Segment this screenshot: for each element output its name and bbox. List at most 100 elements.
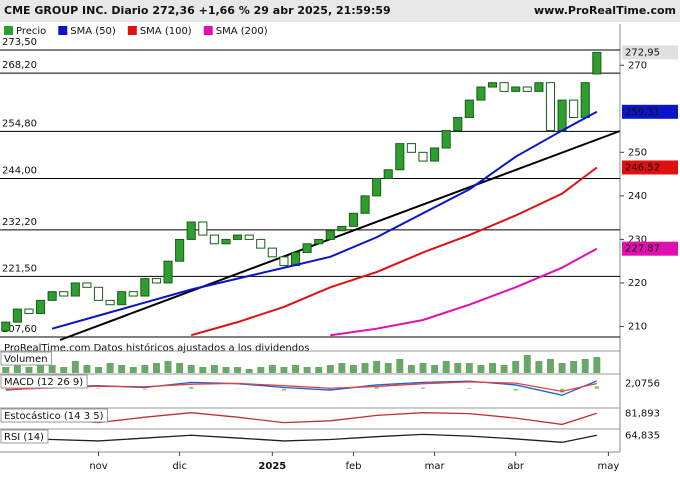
candle: [580, 82, 590, 119]
x-tick-label: dic: [172, 461, 187, 472]
candle: [82, 282, 92, 288]
histogram-bar: [281, 388, 286, 391]
candle: [522, 86, 532, 92]
candle: [418, 151, 428, 162]
volume-bar: [187, 365, 195, 373]
last-value-label: 64,835: [625, 430, 660, 441]
candle: [12, 308, 22, 323]
x-tick-label: feb: [345, 461, 361, 472]
candle: [511, 86, 521, 92]
candle: [24, 308, 34, 314]
level-label: 254,80: [2, 118, 37, 129]
candle: [36, 299, 46, 314]
last-value-label: 2,0756: [625, 378, 660, 389]
candle: [105, 299, 115, 306]
volume-bar: [500, 365, 508, 373]
last-value-box: [622, 45, 678, 60]
volume-bar: [118, 365, 126, 373]
candle: [267, 247, 277, 258]
candle: [233, 234, 243, 240]
volume-bar: [25, 367, 33, 373]
volume-bar: [152, 363, 160, 373]
x-tick-label: mar: [425, 461, 446, 472]
volume-bar: [349, 365, 357, 373]
candle: [487, 82, 498, 88]
volume-bar: [454, 363, 462, 373]
level-label-bg: [0, 59, 40, 72]
level-label-bg: [0, 215, 40, 228]
candle: [163, 260, 173, 284]
y-tick-label: 270: [628, 60, 647, 71]
legend-label: SMA (100): [140, 26, 192, 37]
y-tick-label: 230: [628, 234, 647, 245]
last-value-label: 259,31: [625, 107, 660, 118]
last-value-label: 227,87: [625, 244, 660, 255]
volume-bar: [396, 359, 404, 373]
volume-bar: [268, 365, 276, 373]
volume-bar: [234, 367, 242, 373]
histogram-bar: [96, 388, 101, 389]
volume-bar: [419, 363, 427, 373]
volume-bar: [373, 361, 381, 373]
panel-label: MACD (12 26 9): [4, 377, 83, 388]
candle: [140, 278, 150, 297]
y-tick-label: 220: [628, 278, 647, 289]
candle: [557, 99, 567, 132]
volume-bar: [442, 361, 450, 373]
indicator-line: [5, 433, 597, 443]
sma-line: [330, 247, 598, 337]
volume-bar: [465, 363, 473, 373]
last-value-box: [622, 104, 678, 119]
volume-bar: [48, 365, 56, 373]
candle: [453, 117, 463, 132]
volume-bar: [535, 361, 543, 373]
candle: [59, 291, 69, 297]
histogram-bar: [189, 386, 194, 389]
candle: [302, 243, 312, 253]
level-label-bg: [0, 262, 40, 275]
header-site: www.ProRealTime.com: [534, 4, 676, 17]
trend-line: [59, 130, 621, 341]
level-label-bg: [0, 117, 40, 130]
candle: [128, 291, 138, 297]
candle: [464, 99, 474, 119]
volume-bar: [199, 367, 207, 373]
candle: [360, 195, 370, 214]
volume-bar: [338, 363, 346, 373]
last-value-box: [622, 376, 678, 391]
candle: [47, 291, 57, 301]
last-value-label: 81,893: [625, 408, 660, 419]
volume-bar: [257, 367, 265, 373]
histogram-bar: [467, 388, 472, 389]
volume-bar: [280, 367, 288, 373]
volume-bar: [60, 367, 68, 373]
last-value-box: [622, 241, 678, 256]
candle: [476, 86, 486, 101]
volume-bar: [83, 365, 91, 373]
indicator-line: [5, 381, 597, 392]
candle: [198, 221, 208, 236]
volume-bar: [431, 365, 439, 373]
candle: [175, 238, 185, 262]
level-label-bg: [0, 36, 40, 49]
panel-label-bg: [0, 408, 109, 423]
volume-bar: [245, 369, 253, 373]
candle: [348, 212, 359, 227]
volume-bar: [384, 363, 392, 373]
volume-bar: [581, 359, 589, 373]
level-label: 221,50: [2, 263, 37, 274]
volume-bar: [523, 355, 531, 373]
volume-bar: [326, 365, 334, 373]
volume-bar: [292, 365, 299, 373]
level-label: 273,50: [2, 37, 37, 48]
volume-bar: [71, 361, 79, 373]
legend-label: Precio: [16, 26, 46, 37]
volume-bar: [95, 367, 102, 373]
volume-bar: [546, 359, 554, 373]
legend-swatch: [203, 26, 213, 35]
candle: [209, 234, 219, 245]
candle: [383, 169, 393, 179]
volume-bar: [512, 361, 520, 373]
candle: [337, 225, 347, 232]
histogram-bar: [594, 386, 599, 389]
